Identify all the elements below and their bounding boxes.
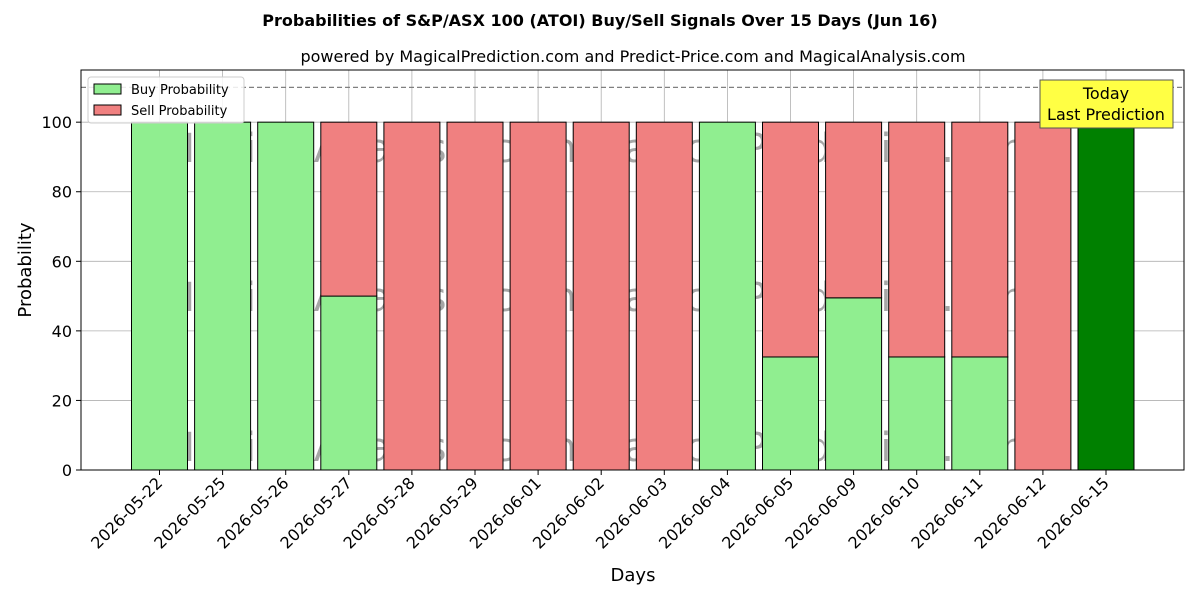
y-tick-label: 80 xyxy=(52,183,72,202)
bar-buy xyxy=(131,121,188,471)
bar-buy xyxy=(698,121,756,471)
bar-sell xyxy=(1014,121,1072,471)
annotation-text: Last Prediction xyxy=(1047,105,1165,124)
y-tick-label: 60 xyxy=(52,252,72,271)
today-annotation: Today Last Prediction xyxy=(1039,79,1174,129)
bar-buy xyxy=(951,356,1009,471)
bar-sell xyxy=(320,121,378,297)
y-tick-label: 100 xyxy=(41,113,72,132)
legend-label: Sell Probability xyxy=(131,104,228,119)
bar-sell xyxy=(509,121,567,471)
bar-buy xyxy=(825,297,883,471)
plot-area: MagicalAnalysis.com MagicalPrediction.co… xyxy=(41,69,1185,553)
bar-sell xyxy=(888,121,946,358)
chart-subtitle: powered by MagicalPrediction.com and Pre… xyxy=(300,47,965,66)
y-tick-label: 0 xyxy=(62,461,72,480)
bar-buy xyxy=(1077,121,1135,471)
y-tick-label: 40 xyxy=(52,322,72,341)
chart-title: Probabilities of S&P/ASX 100 (ATOI) Buy/… xyxy=(262,11,937,30)
bar-sell xyxy=(446,121,504,471)
bar-sell xyxy=(635,121,693,471)
annotation-box xyxy=(1039,79,1174,129)
bar-buy xyxy=(888,356,946,471)
legend: Buy Probability Sell Probability xyxy=(87,76,245,124)
legend-swatch xyxy=(93,104,122,116)
legend-label: Buy Probability xyxy=(131,83,229,98)
bar-sell xyxy=(951,121,1009,358)
y-tick-label: 20 xyxy=(52,391,72,410)
annotation-text: Today xyxy=(1082,84,1129,103)
legend-swatch xyxy=(93,83,122,95)
bar-buy xyxy=(320,295,378,471)
bar-sell xyxy=(383,121,441,471)
legend-box xyxy=(87,76,245,124)
bar-buy xyxy=(194,121,252,471)
bar-sell xyxy=(762,121,819,358)
plot-frame xyxy=(80,69,1185,471)
bar-buy xyxy=(762,356,819,471)
bar-sell xyxy=(825,121,883,299)
x-axis-label: Days xyxy=(611,565,656,586)
bar-buy xyxy=(257,121,315,471)
bar-sell xyxy=(572,121,630,471)
y-axis-label: Probability xyxy=(15,222,36,317)
